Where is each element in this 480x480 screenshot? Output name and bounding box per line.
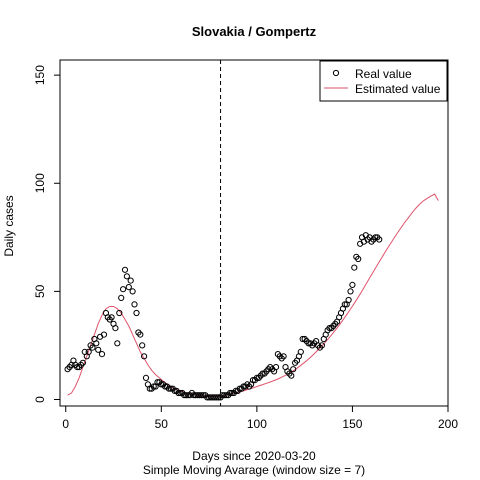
- real-value-point: [121, 266, 129, 273]
- y-axis: 0 50 100 150: [33, 65, 60, 403]
- estimated-line: [67, 193, 439, 397]
- real-value-point: [355, 255, 362, 263]
- x-axis: 0 50 100 150 200: [62, 406, 458, 431]
- real-value-point: [165, 385, 172, 392]
- real-value-point: [227, 389, 234, 397]
- real-value-point: [100, 331, 108, 338]
- legend: Real value Estimated value: [319, 60, 448, 102]
- plot-area-border: [59, 59, 449, 407]
- real-value-point: [318, 342, 325, 349]
- real-value-point: [213, 394, 220, 401]
- real-value-point: [219, 392, 226, 399]
- y-tick-label: 150: [33, 65, 47, 85]
- real-value-point: [206, 394, 213, 401]
- x-tick-label: 200: [438, 417, 458, 431]
- real-value-point: [345, 296, 352, 304]
- real-value-point: [120, 286, 127, 293]
- real-value-point: [198, 392, 205, 399]
- real-value-point: [131, 301, 138, 308]
- real-value-point: [125, 284, 132, 291]
- real-value-point: [142, 374, 150, 381]
- legend-real-marker: [332, 69, 340, 77]
- real-value-point: [207, 394, 215, 401]
- legend-estimated-label: Estimated value: [355, 82, 441, 96]
- real-value-point: [376, 236, 383, 243]
- real-value-point: [123, 273, 131, 280]
- real-value-point: [85, 348, 92, 355]
- real-value-point: [211, 394, 218, 401]
- real-value-point: [192, 392, 199, 399]
- real-value-point: [280, 353, 287, 360]
- real-value-point: [129, 288, 136, 295]
- legend-box: [319, 60, 448, 102]
- real-value-point: [139, 342, 146, 349]
- real-value-point: [93, 340, 100, 347]
- x-tick-label: 50: [155, 417, 169, 431]
- legend-real-label: Real value: [355, 67, 412, 81]
- real-value-point: [196, 392, 203, 399]
- real-value-point: [347, 288, 354, 295]
- real-value-series: [64, 232, 383, 401]
- real-value-point: [133, 309, 140, 317]
- real-value-point: [341, 301, 348, 308]
- real-value-point: [209, 394, 216, 401]
- real-value-point: [79, 359, 87, 366]
- real-value-point: [112, 325, 119, 332]
- real-value-point: [349, 281, 356, 288]
- real-value-point: [297, 348, 304, 355]
- real-value-point: [181, 392, 188, 399]
- real-value-point: [272, 364, 280, 371]
- real-value-point: [98, 351, 106, 358]
- y-tick-label: 0: [33, 396, 47, 403]
- real-value-point: [95, 346, 102, 353]
- real-value-point: [204, 394, 211, 401]
- real-value-point: [118, 294, 125, 301]
- x-tick-label: 100: [247, 417, 267, 431]
- x-tick-label: 150: [342, 417, 362, 431]
- real-value-point: [127, 277, 134, 284]
- real-value-point: [137, 331, 144, 338]
- real-value-point: [150, 383, 157, 390]
- real-value-point: [108, 314, 115, 321]
- real-value-point: [194, 392, 201, 399]
- real-value-point: [190, 392, 197, 399]
- real-value-point: [183, 392, 190, 399]
- y-axis-label: Daily cases: [2, 195, 16, 256]
- y-tick-label: 100: [33, 173, 47, 193]
- real-value-point: [351, 264, 358, 271]
- y-tick-label: 50: [33, 284, 47, 298]
- estimated-series: [67, 193, 439, 397]
- chart-title: Slovakia / Gompertz: [192, 24, 317, 39]
- real-value-point: [288, 372, 295, 379]
- real-value-point: [114, 340, 121, 347]
- x-tick-label: 0: [62, 417, 69, 431]
- x-axis-sublabel: Simple Moving Avarage (window size = 7): [143, 463, 365, 477]
- x-axis-label: Days since 2020-03-20: [192, 449, 316, 463]
- real-value-point: [141, 353, 148, 360]
- real-value-point: [290, 366, 297, 373]
- real-value-point: [221, 392, 228, 399]
- real-value-point: [116, 309, 123, 317]
- real-value-point: [175, 389, 182, 397]
- real-value-point: [89, 344, 96, 351]
